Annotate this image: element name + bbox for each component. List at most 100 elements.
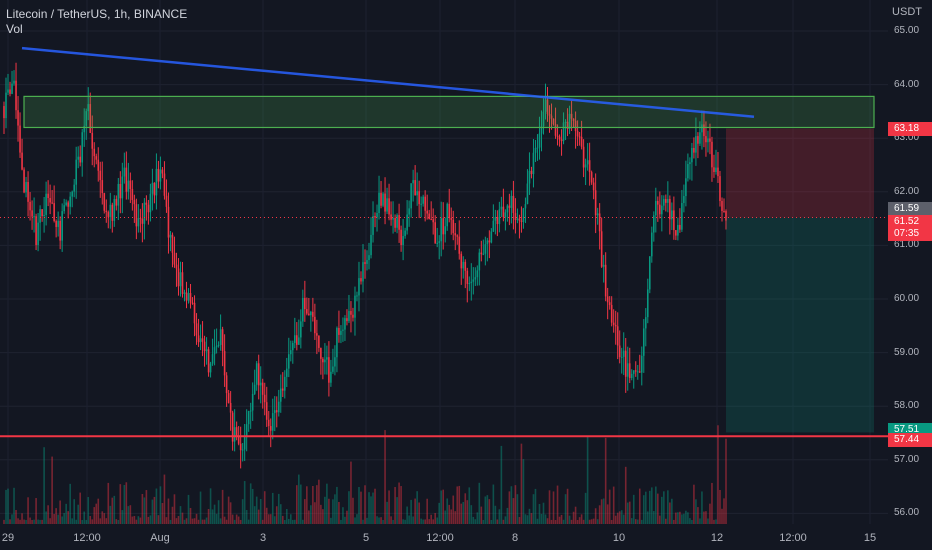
volume-bar	[498, 509, 501, 524]
time-tick-label: 12	[710, 532, 724, 544]
volume-bar	[131, 516, 134, 524]
volume-bar	[584, 492, 587, 524]
volume-bar	[380, 517, 382, 524]
price-axis-unit[interactable]: USDT	[892, 6, 922, 18]
volume-bar	[101, 511, 104, 524]
candle-body	[697, 136, 699, 144]
last-close-price-tag: 61.59	[888, 201, 932, 216]
volume-bar	[302, 519, 304, 524]
candle-body	[709, 138, 711, 142]
volume-bar	[370, 496, 372, 524]
candle-body	[486, 240, 489, 245]
candle-body	[101, 180, 104, 194]
volume-bar	[358, 486, 360, 524]
candle-body	[414, 180, 416, 196]
volume-bar	[630, 518, 633, 524]
candle-body	[304, 297, 306, 310]
volume-bar	[554, 519, 557, 524]
candle-body	[193, 302, 196, 324]
candle-body	[695, 136, 697, 153]
candle-body	[33, 216, 35, 218]
volume-bar	[683, 513, 685, 524]
candle-body	[677, 224, 679, 236]
candle-body	[719, 176, 721, 201]
volume-bar	[418, 502, 420, 524]
bar-countdown: 07:35	[894, 227, 920, 239]
volume-bar	[239, 519, 242, 524]
volume-bar	[514, 485, 517, 524]
candle-body	[9, 89, 11, 94]
candle-body	[111, 204, 114, 221]
volume-bar	[211, 509, 214, 524]
volume-bar	[685, 510, 687, 524]
candle-body	[71, 191, 73, 197]
candle-body	[29, 201, 31, 211]
candle-body	[73, 184, 75, 192]
volume-bar	[562, 519, 565, 524]
volume-bar	[568, 515, 571, 524]
time-tick-label: 5	[362, 532, 370, 544]
volume-bar	[281, 515, 284, 524]
candle-body	[653, 215, 655, 233]
volume-bar	[412, 516, 414, 524]
volume-bar	[653, 511, 655, 524]
candle-body	[410, 183, 412, 209]
volume-bar	[460, 503, 463, 524]
volume-bar	[699, 518, 701, 524]
candle-body	[596, 213, 599, 216]
candle-body	[606, 296, 609, 303]
candle-body	[189, 293, 192, 303]
volume-indicator-label[interactable]: Vol	[6, 22, 23, 36]
candle-body	[263, 394, 266, 403]
volume-bar	[458, 485, 461, 524]
candle-body	[211, 354, 214, 364]
volume-bar	[245, 510, 248, 524]
volume-bar	[308, 510, 310, 524]
volume-bar	[570, 519, 573, 524]
candle-body	[89, 104, 92, 133]
volume-bar	[442, 489, 445, 524]
candle-body	[462, 261, 465, 269]
volume-bar	[532, 494, 535, 524]
candle-body	[350, 311, 352, 315]
price-tick-label: 59.00	[894, 346, 920, 358]
candle-body	[510, 195, 513, 208]
volume-bar	[113, 495, 116, 524]
volume-bar	[424, 519, 426, 524]
volume-bar	[237, 516, 240, 524]
volume-bar	[582, 519, 585, 524]
candle-body	[119, 183, 122, 199]
candle-body	[143, 202, 146, 224]
candle-body	[452, 219, 455, 234]
candle-body	[586, 160, 589, 165]
candle-body	[185, 292, 188, 301]
candle-body	[578, 136, 581, 138]
time-tick-label: 12:00	[426, 532, 454, 544]
volume-bar	[29, 517, 31, 524]
volume-bar	[364, 485, 366, 524]
candle-body	[312, 311, 314, 317]
volume-bar	[406, 506, 408, 524]
volume-bar	[9, 519, 11, 524]
candle-body	[564, 121, 567, 123]
volume-bar	[105, 518, 108, 524]
volume-bar	[644, 491, 647, 524]
candle-body	[554, 124, 557, 136]
volume-bar	[480, 506, 483, 524]
volume-bar	[396, 497, 398, 524]
candle-body	[63, 205, 65, 212]
volume-bar	[350, 461, 352, 524]
volume-bar	[205, 517, 208, 524]
volume-bar	[534, 488, 537, 524]
volume-bar	[544, 514, 547, 524]
candle-body	[546, 99, 549, 115]
candle-body	[45, 193, 47, 215]
volume-bar	[494, 505, 497, 524]
volume-bar	[486, 495, 489, 524]
candle-body	[588, 160, 591, 173]
volume-bar	[390, 516, 392, 524]
symbol-title[interactable]: Litecoin / TetherUS, 1h, BINANCE	[6, 7, 188, 21]
volume-bar	[650, 487, 653, 524]
candle-body	[316, 333, 318, 336]
